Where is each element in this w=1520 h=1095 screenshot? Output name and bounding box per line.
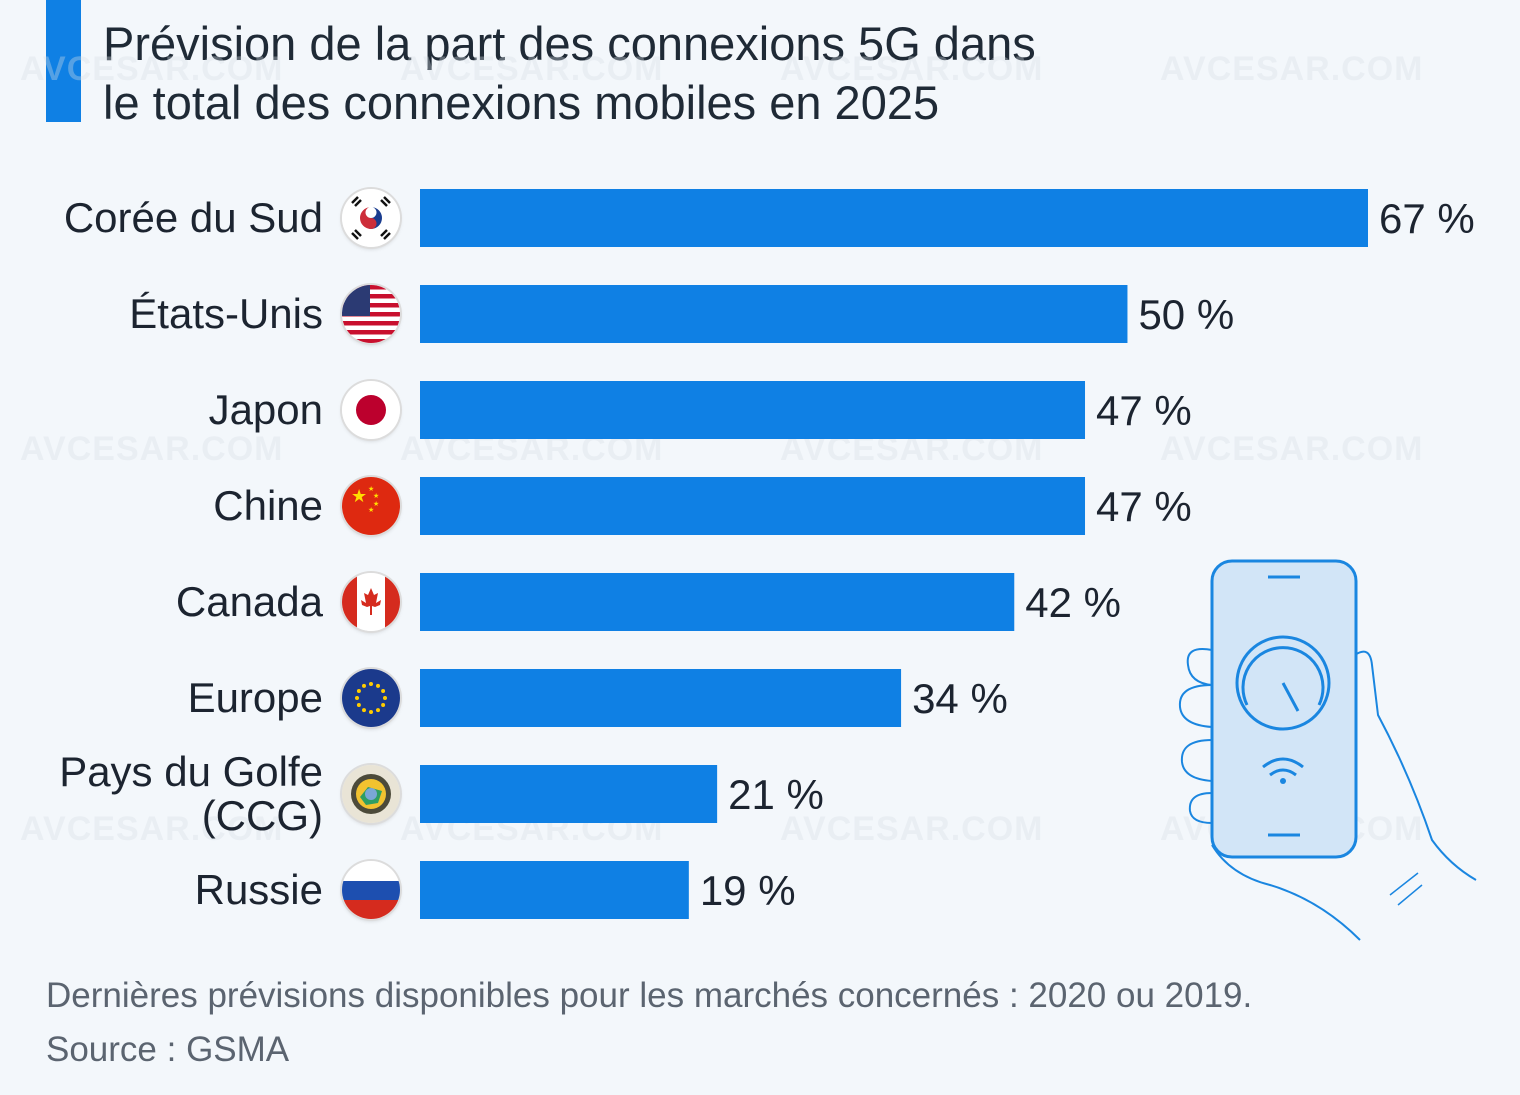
japan-flag-icon [342, 381, 400, 439]
eu-flag-icon [342, 669, 400, 727]
gcc-flag-icon [342, 765, 400, 823]
chart-title-line-2: le total des connexions mobiles en 2025 [103, 76, 940, 129]
watermark: AVCESAR.COM [1160, 430, 1424, 468]
source-note: Source : GSMA [46, 1030, 290, 1069]
south-korea-flag-icon [342, 189, 400, 247]
bar-5 [420, 669, 902, 727]
watermark: AVCESAR.COM [20, 430, 284, 468]
value-label: 67 % [1379, 195, 1475, 242]
svg-text:★: ★ [373, 500, 379, 508]
svg-text:★: ★ [351, 486, 367, 507]
category-label: Europe [187, 674, 323, 721]
category-label: États-Unis [129, 290, 323, 337]
bar-7 [420, 861, 689, 919]
chart-title-line-1: Prévision de la part des connexions 5G d… [103, 17, 1036, 70]
value-label: 47 % [1096, 387, 1192, 434]
svg-text:★: ★ [373, 492, 379, 500]
svg-text:★: ★ [368, 485, 374, 493]
watermark: AVCESAR.COM [20, 810, 284, 848]
category-label: Chine [213, 482, 323, 529]
svg-text:★: ★ [368, 506, 374, 514]
bar-6 [420, 765, 718, 823]
bar-0 [420, 189, 1368, 247]
value-label: 50 % [1138, 291, 1235, 338]
value-label: 47 % [1096, 483, 1192, 530]
category-label: Japon [208, 386, 323, 433]
category-label: Pays du Golfe (CCG) [59, 748, 323, 839]
watermark: AVCESAR.COM [780, 810, 1044, 848]
title-accent-bar [46, 0, 81, 122]
value-label: 34 % [912, 675, 1008, 722]
bar-2 [420, 381, 1086, 439]
canada-flag-icon [342, 573, 400, 631]
watermark: AVCESAR.COM [20, 50, 284, 88]
bar-3 [420, 477, 1086, 535]
category-label: Corée du Sud [63, 194, 323, 241]
russia-flag-icon [342, 861, 400, 919]
chart-title: Prévision de la part des connexions 5G d… [103, 14, 1203, 132]
watermark: AVCESAR.COM [780, 50, 1044, 88]
bar-1 [420, 285, 1128, 343]
usa-flag-icon [342, 285, 400, 343]
watermark: AVCESAR.COM [400, 50, 664, 88]
watermark: AVCESAR.COM [1160, 50, 1424, 88]
china-flag-icon: ★ ★ ★ ★ ★ [342, 477, 400, 535]
bar-4 [420, 573, 1015, 631]
value-label: 42 % [1025, 579, 1121, 626]
category-label: Russie [194, 866, 323, 913]
footnote: Dernières prévisions disponibles pour le… [46, 976, 1253, 1015]
value-label: 21 % [728, 771, 824, 818]
value-label: 19 % [699, 867, 796, 914]
phone-in-hand-icon [1178, 559, 1477, 941]
category-label: Canada [175, 578, 323, 625]
